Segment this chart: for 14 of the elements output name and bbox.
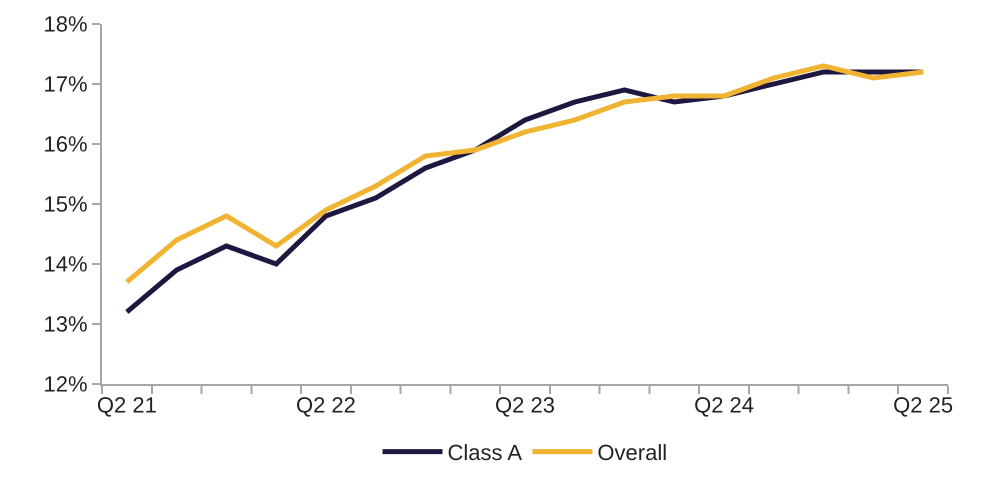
x-tick-label: Q2 23	[495, 392, 555, 418]
y-tick-label: 15%	[44, 192, 88, 217]
y-tick-label: 14%	[44, 252, 88, 277]
y-tick-label: 12%	[44, 372, 88, 397]
legend-label: Overall	[597, 440, 668, 466]
x-tick-label: Q2 22	[296, 392, 356, 418]
y-tick-label: 16%	[44, 132, 88, 157]
y-tick-label: 17%	[44, 72, 88, 97]
x-tick-label: Q2 21	[96, 392, 157, 418]
x-tick-label: Q2 24	[694, 392, 754, 418]
legend-label: Class A	[448, 440, 522, 466]
y-tick-label: 18%	[44, 12, 88, 37]
x-tick-label: Q2 25	[893, 392, 954, 418]
y-tick-label: 13%	[44, 312, 88, 337]
